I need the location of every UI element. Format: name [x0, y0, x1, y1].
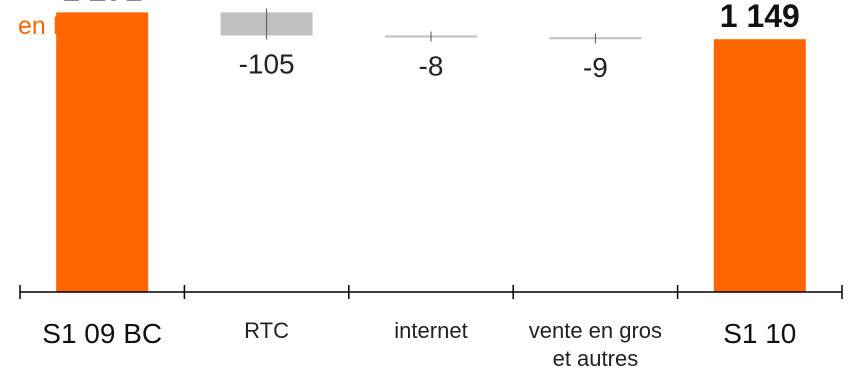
category-label: S1 09 BC — [42, 318, 162, 349]
value-label: 1 271 — [62, 0, 142, 7]
bars-group — [56, 12, 806, 292]
bar-total — [56, 12, 149, 292]
category-label: internet — [394, 318, 467, 343]
category-label: S1 10 — [723, 318, 796, 349]
value-label: 1 149 — [720, 0, 800, 34]
category-label: vente en gros — [529, 318, 662, 343]
bar-total — [713, 39, 806, 292]
category-labels-group: S1 09 BC RTC internet vente en gros et autre… — [42, 318, 796, 371]
value-label: -9 — [583, 52, 608, 83]
value-label: -105 — [239, 48, 295, 79]
category-label: et autres — [553, 346, 639, 371]
connectors-group — [266, 8, 596, 44]
value-label: -8 — [419, 50, 444, 81]
value-labels-group: 1 271 -105 -8 -9 1 149 — [62, 0, 800, 83]
category-label: RTC — [244, 318, 289, 343]
x-axis — [19, 285, 843, 299]
